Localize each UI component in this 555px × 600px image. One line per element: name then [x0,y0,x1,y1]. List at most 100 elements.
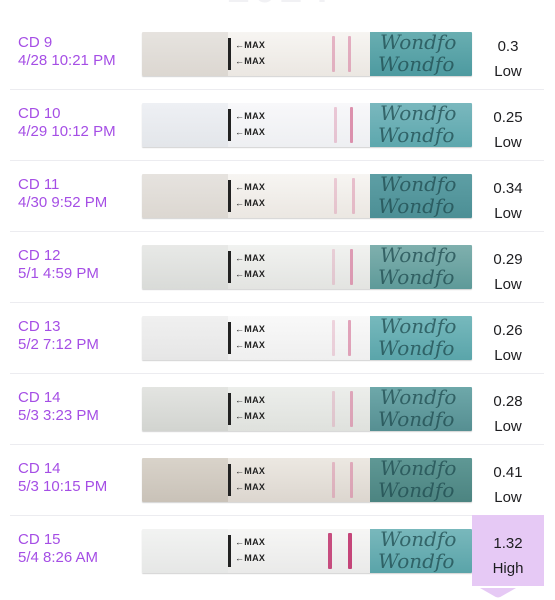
control-line [332,462,335,498]
brand-text: Wondfo [378,407,455,431]
max-label: ←MAX [235,198,266,208]
max-label: ←MAX [235,40,266,50]
max-label: ←MAX [235,182,266,192]
brand-text: Wondfo [380,387,457,409]
test-strip-photo[interactable]: ←MAX ←MAX Wondfo Wondfo [142,245,472,289]
value-cell: 0.25 Low [472,89,544,160]
test-line [352,178,355,214]
control-line [332,391,335,427]
lh-level: Low [494,134,522,151]
test-datetime: 5/1 4:59 PM [18,265,99,282]
control-line [332,36,335,72]
lh-value: 0.28 [493,393,523,410]
brand-text: Wondfo [380,32,457,54]
value-cell-high: 1.32 High [472,515,544,586]
lh-level: High [492,560,524,577]
max-label: ←MAX [235,56,266,66]
cycle-day: CD 14 [18,389,61,406]
lh-value: 0.3 [497,38,519,55]
value-cell: 0.41 Low [472,444,544,515]
test-strip-photo[interactable]: ←MAX ←MAX Wondfo Wondfo [142,387,472,431]
lh-level: Low [494,205,522,222]
control-line [332,320,335,356]
reading-row[interactable]: CD 15 5/4 8:26 AM ←MAX ←MAX Wondfo Wondf… [10,515,544,586]
test-datetime: 5/2 7:12 PM [18,336,99,353]
reading-row[interactable]: CD 10 4/29 10:12 PM ←MAX ←MAX Wondfo Won… [10,89,544,161]
value-pointer-icon [480,588,516,598]
lh-value: 0.41 [493,464,523,481]
test-strip-photo[interactable]: ←MAX ←MAX Wondfo Wondfo [142,316,472,360]
value-cell: 0.34 Low [472,160,544,231]
test-line [350,107,353,143]
lh-value: 1.32 [493,535,523,552]
test-line [348,36,351,72]
reading-row[interactable]: CD 14 5/3 3:23 PM ←MAX ←MAX Wondfo Wondf… [10,373,544,445]
cycle-day: CD 11 [18,176,60,193]
brand-text: Wondfo [380,174,457,196]
test-line [350,391,353,427]
max-label: ←MAX [235,395,266,405]
reading-row[interactable]: CD 12 5/1 4:59 PM ←MAX ←MAX Wondfo Wondf… [10,231,544,303]
test-datetime: 4/29 10:12 PM [18,123,116,140]
max-label: ←MAX [235,127,266,137]
row-label: CD 14 5/3 3:23 PM [18,389,158,425]
test-strip-photo[interactable]: ←MAX ←MAX Wondfo Wondfo [142,32,472,76]
value-cell: 0.3 Low [472,18,544,89]
control-line [332,249,335,285]
row-label: CD 11 4/30 9:52 PM [18,176,158,212]
cycle-day: CD 13 [18,318,61,335]
test-datetime: 4/28 10:21 PM [18,52,116,69]
brand-text: Wondfo [378,265,455,289]
value-cell: 0.28 Low [472,373,544,444]
brand-text: Wondfo [378,194,455,218]
test-line [348,533,352,569]
cycle-day: CD 12 [18,247,61,264]
test-line [348,320,351,356]
brand-text: Wondfo [378,478,455,502]
test-datetime: 4/30 9:52 PM [18,194,108,211]
max-label: ←MAX [235,537,266,547]
value-cell: 0.26 Low [472,302,544,373]
lh-value: 0.25 [493,109,523,126]
brand-text: Wondfo [378,336,455,360]
row-label: CD 10 4/29 10:12 PM [18,105,158,141]
max-label: ←MAX [235,269,266,279]
row-label: CD 14 5/3 10:15 PM [18,460,158,496]
reading-row[interactable]: CD 13 5/2 7:12 PM ←MAX ←MAX Wondfo Wondf… [10,302,544,374]
brand-text: Wondfo [380,316,457,338]
max-label: ←MAX [235,253,266,263]
row-label: CD 12 5/1 4:59 PM [18,247,158,283]
lh-value: 0.26 [493,322,523,339]
lh-value: 0.34 [493,180,523,197]
row-label: CD 13 5/2 7:12 PM [18,318,158,354]
max-label: ←MAX [235,324,266,334]
max-label: ←MAX [235,482,266,492]
brand-text: Wondfo [380,103,457,125]
brand-text: Wondfo [378,52,455,76]
control-line [334,107,337,143]
max-label: ←MAX [235,411,266,421]
lh-level: Low [494,418,522,435]
reading-row[interactable]: CD 14 5/3 10:15 PM ←MAX ←MAX Wondfo Wond… [10,444,544,516]
lh-level: Low [494,489,522,506]
test-strip-photo[interactable]: ←MAX ←MAX Wondfo Wondfo [142,529,472,573]
lh-level: Low [494,63,522,80]
test-line [350,249,353,285]
test-datetime: 5/3 3:23 PM [18,407,99,424]
lh-level: Low [494,347,522,364]
max-label: ←MAX [235,111,266,121]
cycle-day: CD 14 [18,460,61,477]
test-datetime: 5/3 10:15 PM [18,478,108,495]
reading-row[interactable]: CD 11 4/30 9:52 PM ←MAX ←MAX Wondfo Wond… [10,160,544,232]
control-line [334,178,337,214]
reading-row[interactable]: CD 9 4/28 10:21 PM ←MAX ←MAX Wondfo Wond… [10,18,544,90]
test-strip-photo[interactable]: ←MAX ←MAX Wondfo Wondfo [142,103,472,147]
test-strip-photo[interactable]: ←MAX ←MAX Wondfo Wondfo [142,458,472,502]
test-datetime: 5/4 8:26 AM [18,549,99,566]
brand-text: Wondfo [378,123,455,147]
max-label: ←MAX [235,340,266,350]
test-strip-photo[interactable]: ←MAX ←MAX Wondfo Wondfo [142,174,472,218]
row-label: CD 15 5/4 8:26 AM [18,531,158,567]
cycle-day: CD 15 [18,531,61,548]
